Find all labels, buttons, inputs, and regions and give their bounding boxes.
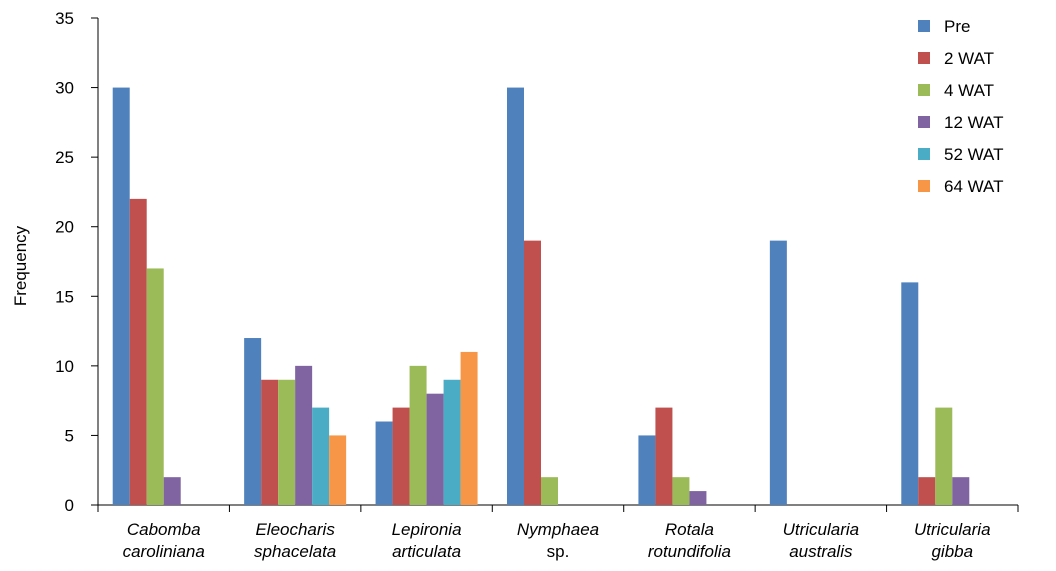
bar	[443, 379, 461, 505]
x-category-label: rotundifolia	[648, 542, 731, 561]
x-category-label: sphacelata	[254, 542, 336, 561]
bar	[541, 477, 558, 505]
y-tick-label: 20	[55, 218, 74, 237]
bar	[460, 351, 478, 505]
y-tick-label: 35	[55, 9, 74, 28]
bar	[375, 421, 393, 505]
bar	[312, 407, 330, 505]
legend-swatch	[918, 20, 930, 32]
bar	[129, 198, 147, 505]
legend-swatch	[918, 84, 930, 96]
legend-label: Pre	[944, 17, 970, 36]
bar	[901, 282, 919, 505]
bar	[244, 338, 262, 505]
y-tick-label: 0	[65, 496, 74, 515]
bar	[409, 365, 427, 505]
x-category-label: Lepironia	[392, 520, 462, 539]
bar	[918, 477, 936, 505]
legend-label: 4 WAT	[944, 81, 994, 100]
axes	[91, 17, 1019, 512]
bar	[329, 435, 347, 505]
bar	[261, 379, 279, 505]
bars	[112, 87, 970, 506]
legend-swatch	[918, 116, 930, 128]
legend: Pre 2 WAT 4 WAT 12 WAT 52 WAT 64 WAT	[918, 17, 1004, 196]
bar	[295, 365, 313, 505]
legend-swatch	[918, 180, 930, 192]
bar	[655, 407, 673, 505]
y-tick-label: 30	[55, 79, 74, 98]
bar	[689, 491, 707, 505]
x-category-label: Eleocharis	[255, 520, 335, 539]
bar	[952, 477, 970, 505]
bar	[638, 435, 656, 505]
x-category-label: Utricularia	[783, 520, 860, 539]
bar	[392, 407, 410, 505]
x-category-label: caroliniana	[123, 542, 205, 561]
x-category-label: articulata	[392, 542, 461, 561]
bar	[524, 240, 541, 505]
x-axis-labels: Cabomba caroliniana Eleocharis sphacelata Le…	[123, 520, 991, 561]
y-tick-label: 10	[55, 357, 74, 376]
x-category-label: Nymphaea	[517, 520, 599, 539]
legend-label: 12 WAT	[944, 113, 1004, 132]
y-tick-label: 25	[55, 148, 74, 167]
legend-swatch	[918, 52, 930, 64]
bar	[426, 393, 444, 505]
bar	[278, 379, 296, 505]
legend-label: 52 WAT	[944, 145, 1004, 164]
bar	[507, 87, 524, 506]
x-category-label: gibba	[931, 542, 973, 561]
y-tick-label: 15	[55, 287, 74, 306]
bar	[769, 240, 787, 505]
y-tick-label: 5	[65, 426, 74, 445]
bar	[146, 268, 164, 505]
y-axis-tick-labels: 0 5 10 15 20 25 30 35	[55, 9, 74, 515]
bar	[112, 87, 130, 506]
legend-label: 2 WAT	[944, 49, 994, 68]
bar	[672, 477, 690, 505]
x-category-label: Rotala	[665, 520, 714, 539]
x-category-label: Cabomba	[127, 520, 201, 539]
legend-swatch	[918, 148, 930, 160]
y-axis-title: Frequency	[11, 225, 30, 306]
x-category-label: sp.	[547, 542, 570, 561]
bar	[935, 407, 953, 505]
legend-label: 64 WAT	[944, 177, 1004, 196]
x-category-label: australis	[789, 542, 853, 561]
x-category-label: Utricularia	[914, 520, 991, 539]
bar	[163, 477, 181, 505]
